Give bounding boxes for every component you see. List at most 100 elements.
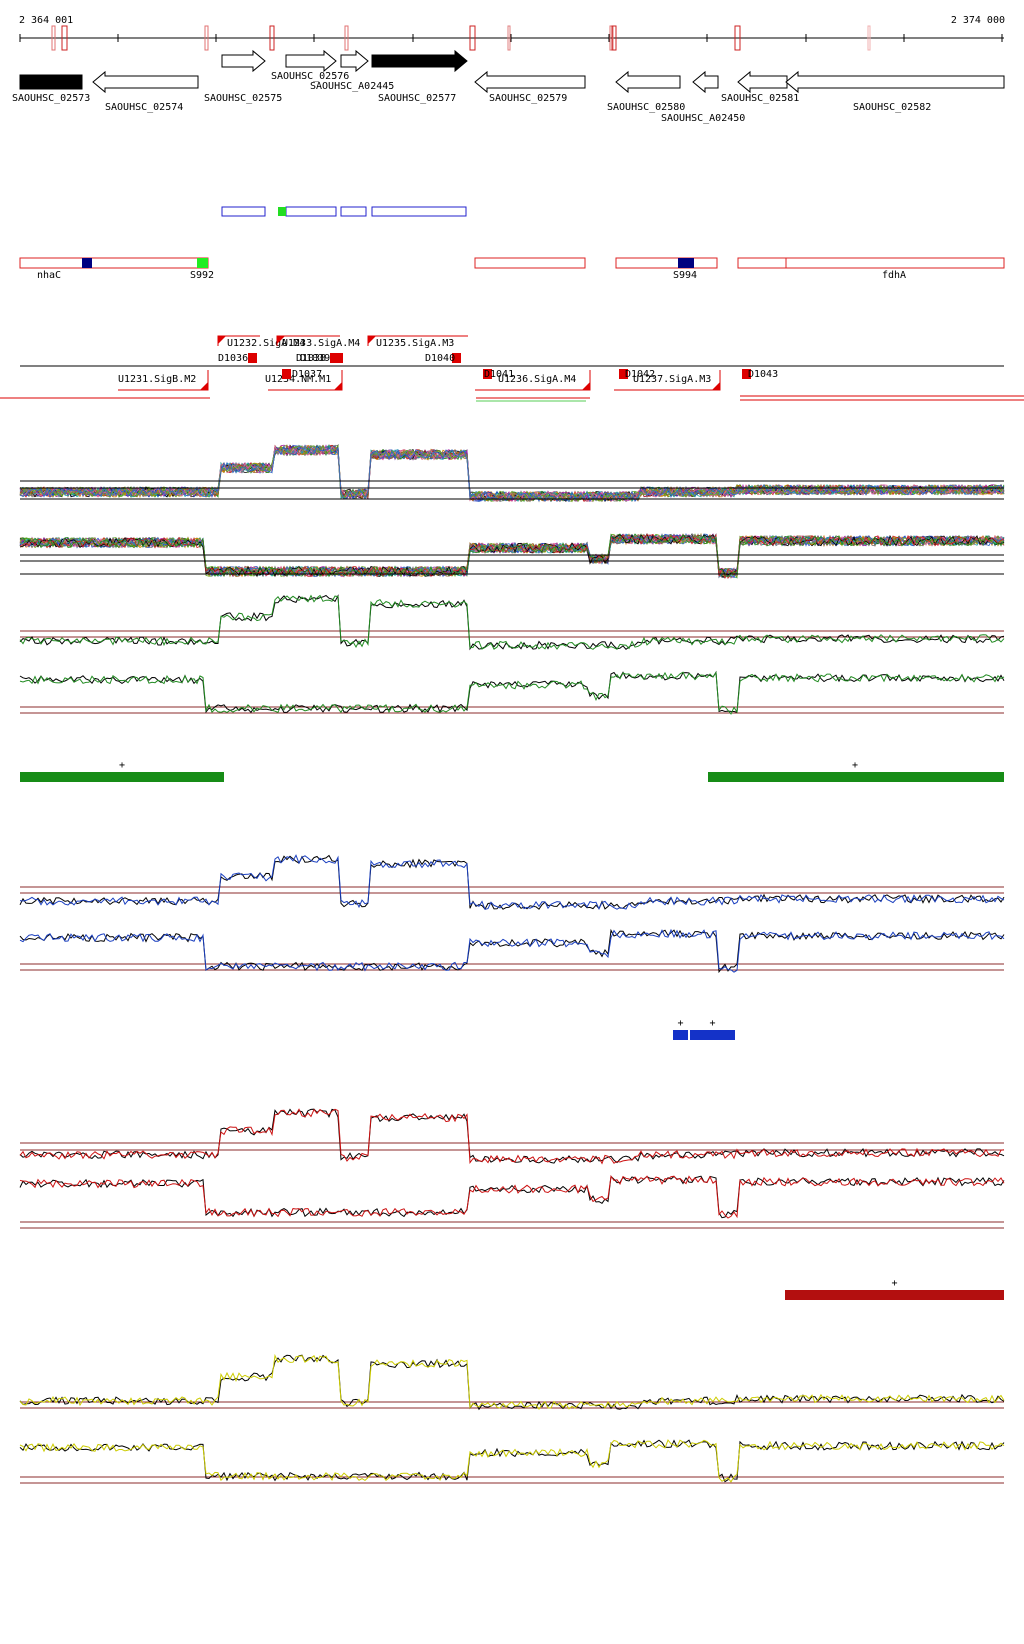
downshift-marker — [282, 369, 291, 379]
ruler-feature-mark — [51, 25, 56, 51]
upshift-arrowhead — [582, 382, 590, 390]
ruler-feature-mark — [611, 25, 617, 51]
gene-label: SAOUHSC_02581 — [721, 93, 799, 104]
downshift-label: D1037 — [292, 369, 322, 380]
downshift-label: D1039 — [300, 353, 330, 364]
segment-box — [221, 206, 266, 217]
gene-label: SAOUHSC_02575 — [204, 93, 282, 104]
downshift-label: D1042 — [625, 369, 655, 380]
upshift-arrowhead — [334, 382, 342, 390]
strand-mark: + — [677, 1018, 683, 1029]
coord-start-label: 2 364 001 — [19, 15, 73, 26]
upshift-arrowhead — [368, 336, 376, 344]
segment-box — [340, 206, 367, 217]
gene-annotation-track: SAOUHSC_02573 SAOUHSC_02574 SAOUHSC_02575 S… — [12, 49, 1005, 124]
expression-trace-condition — [19, 1353, 1005, 1411]
ruler-feature-mark — [867, 25, 871, 51]
transcript-label: fdhA — [882, 270, 906, 281]
upshift-label: U1235.SigA.M3 — [376, 338, 454, 349]
transcript-marker-green — [197, 258, 208, 268]
upshift-label: U1234.NM.M1 — [265, 374, 331, 385]
gene-arrow[interactable] — [221, 49, 266, 73]
gene-label: SAOUHSC_A02445 — [310, 81, 394, 92]
transcript-label: nhaC — [37, 270, 61, 281]
upshift-arrowhead — [712, 382, 720, 390]
ruler-feature-mark — [344, 25, 349, 51]
expression-trace-condition — [19, 594, 1005, 650]
upshift-label: U1233.SigA.M4 — [282, 338, 360, 349]
ruler-feature-mark — [507, 25, 511, 51]
downshift-marker — [334, 353, 343, 363]
downshift-marker — [619, 369, 628, 379]
ruler-feature-mark — [469, 25, 476, 51]
transcript-box — [737, 257, 1005, 269]
upshift-arrowhead — [200, 382, 208, 390]
downshift-label: D1036 — [218, 353, 248, 364]
downshift-label: D1040 — [425, 353, 455, 364]
transcript-marker-blue — [678, 258, 694, 268]
transcription-unit-track: nhaC S992 S994 fdhA — [19, 257, 1005, 281]
gene-arrow[interactable] — [692, 70, 719, 94]
gene-arrow[interactable] — [474, 70, 586, 94]
transcript-marker-blue — [82, 258, 92, 268]
gene-arrow[interactable] — [737, 70, 788, 94]
ruler-ticks — [19, 34, 1003, 42]
condition-trace-bottom — [20, 533, 1005, 578]
gene-arrow[interactable] — [340, 49, 369, 73]
expression-trace-reference — [19, 594, 1005, 651]
gene-arrow[interactable] — [371, 49, 468, 73]
downshift-label: D1041 — [484, 369, 514, 380]
gene-arrow[interactable] — [785, 70, 1005, 94]
expression-trace-condition — [19, 1108, 1005, 1165]
expression-trace-condition — [19, 671, 1005, 715]
coordinate-ruler: 2 364 001 2 374 000 — [19, 15, 1005, 51]
expression-trace-condition — [19, 1439, 1005, 1483]
strand-mark: + — [852, 760, 858, 771]
downshift-label: D1043 — [748, 369, 778, 380]
significance-bar — [690, 1030, 735, 1040]
gene-label: SAOUHSC_02579 — [489, 93, 567, 104]
transcript-label: S992 — [190, 270, 214, 281]
significance-bar — [708, 772, 1004, 782]
gene-arrow[interactable] — [92, 70, 199, 94]
upshift-label: U1231.SigB.M2 — [118, 374, 196, 385]
upshift-label: U1232.SigA.M4 — [227, 338, 305, 349]
ruler-feature-mark — [61, 25, 68, 51]
downshift-label: D1038 — [296, 353, 326, 364]
downshift-marker — [452, 353, 461, 363]
gene-label: SAOUHSC_02573 — [12, 93, 90, 104]
expression-trace-reference — [19, 1108, 1005, 1164]
transcript-box — [615, 257, 718, 269]
expression-trace-condition — [19, 928, 1005, 973]
ruler-feature-mark — [204, 25, 209, 51]
upshift-label: U1237.SigA.M3 — [633, 374, 711, 385]
upshift-label: U1236.SigA.M4 — [498, 374, 576, 385]
ruler-feature-mark — [734, 25, 741, 51]
expression-trace-reference — [19, 1354, 1005, 1411]
gene-arrow[interactable] — [19, 74, 83, 90]
gene-label: SAOUHSC_02576 — [271, 71, 349, 82]
downshift-marker — [742, 369, 751, 379]
condition-trace-bottom — [19, 533, 1005, 577]
upshift-arrowhead — [218, 336, 226, 344]
gene-label: SAOUHSC_02580 — [607, 102, 685, 113]
ruler-feature-mark — [269, 25, 275, 51]
downshift-marker — [248, 353, 257, 363]
transcript-label: S994 — [673, 270, 697, 281]
gene-arrow[interactable] — [285, 49, 337, 73]
expression-tracks: + + + + + — [19, 443, 1005, 1484]
expression-trace-reference — [19, 854, 1005, 910]
expression-trace-reference — [19, 670, 1005, 714]
strand-mark: + — [891, 1278, 897, 1289]
segment-marker-green — [278, 207, 286, 216]
significance-bar — [785, 1290, 1004, 1300]
gene-label: SAOUHSC_02574 — [105, 102, 183, 113]
downshift-marker — [483, 369, 492, 379]
coord-end-label: 2 374 000 — [951, 15, 1005, 26]
ruler-feature-marks — [51, 25, 871, 51]
expression-trace-condition — [19, 854, 1005, 910]
transcript-box — [19, 257, 209, 269]
gene-arrow[interactable] — [615, 70, 681, 94]
strand-mark: + — [709, 1018, 715, 1029]
